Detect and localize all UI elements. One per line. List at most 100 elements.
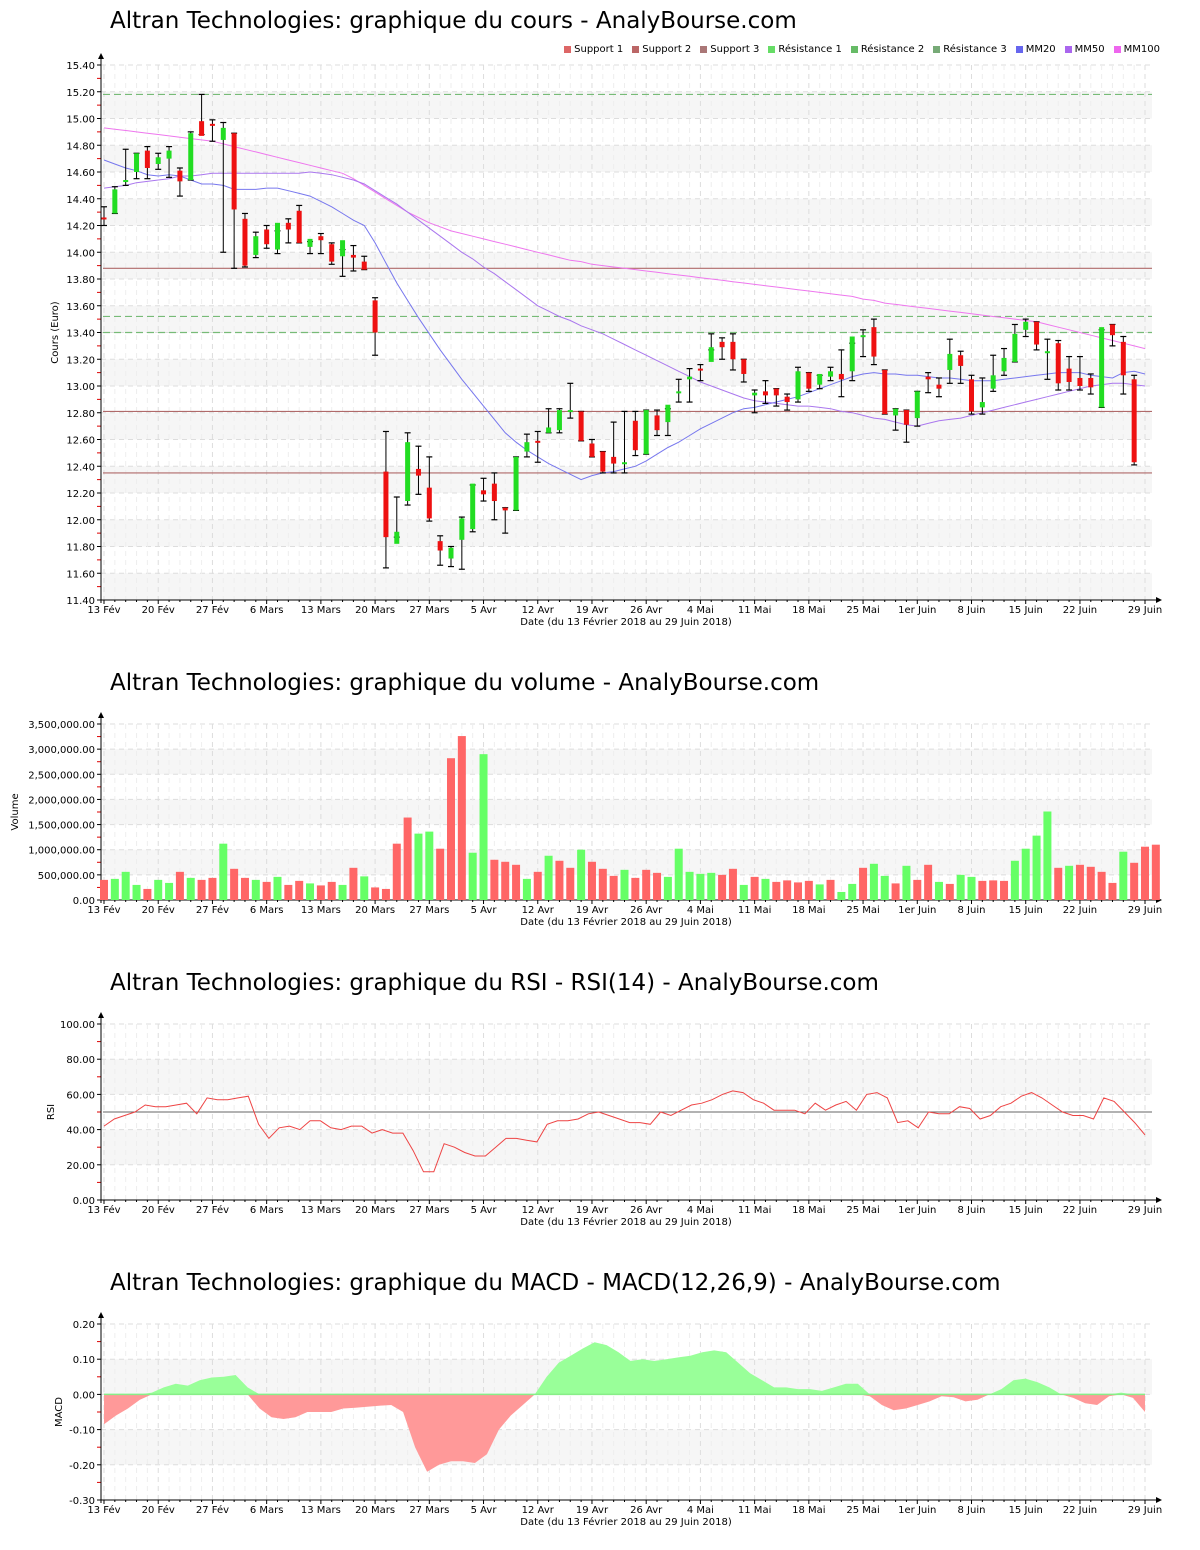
volume-bar — [175, 871, 184, 900]
legend-item: Résistance 2 — [850, 44, 924, 55]
candle — [122, 148, 129, 186]
volume-bar — [1065, 865, 1074, 900]
volume-bar — [859, 867, 868, 900]
candle — [339, 240, 346, 277]
candle — [599, 450, 606, 474]
volume-bar — [1119, 851, 1128, 900]
candle — [914, 390, 921, 427]
volume-bar — [902, 865, 911, 900]
price-ytick: 14.40 — [66, 195, 95, 206]
candle — [946, 338, 953, 384]
candle — [729, 333, 736, 371]
rsi-xtick: 20 Fév — [142, 1204, 175, 1216]
candle — [415, 445, 422, 495]
candle — [523, 433, 530, 458]
macd-xtick: 15 Juin — [1009, 1505, 1043, 1516]
price-ytick: 14.00 — [66, 248, 95, 259]
price-xtick: 1er Juin — [898, 605, 936, 616]
volume-bar — [869, 863, 878, 900]
candle — [990, 354, 997, 392]
candle — [426, 456, 433, 522]
candle — [903, 409, 910, 443]
price-xtick: 27 Fév — [196, 604, 229, 616]
macd-xtick: 13 Fév — [87, 1504, 120, 1516]
volume-bar — [403, 817, 412, 900]
price-ytick: 12.20 — [66, 489, 95, 500]
macd-xtick: 27 Fév — [196, 1504, 229, 1516]
legend-swatch-icon — [700, 46, 708, 53]
volume-bar — [772, 881, 781, 900]
volume-bar — [436, 848, 445, 900]
price-ytick: 13.60 — [66, 302, 95, 313]
volume-bar — [924, 864, 933, 900]
volume-bar — [989, 880, 998, 900]
volume-xtick: 13 Mars — [301, 905, 341, 916]
macd-ytick: 0.00 — [73, 1390, 95, 1401]
candle — [1120, 335, 1127, 395]
volume-bar — [696, 873, 705, 900]
candle — [448, 545, 454, 568]
candle — [664, 404, 671, 437]
volume-bar — [381, 888, 390, 900]
candle — [458, 516, 465, 570]
price-ytick: 15.20 — [66, 88, 95, 99]
legend-label: Support 2 — [642, 44, 692, 55]
price-xtick: 20 Mars — [355, 605, 395, 616]
candle — [621, 410, 628, 474]
volume-bar — [501, 861, 510, 900]
candle — [220, 121, 227, 253]
rsi-xtick: 15 Juin — [1009, 1205, 1043, 1216]
volume-bar — [522, 878, 531, 900]
volume-ytick: 1,000,000.00 — [28, 846, 95, 857]
volume-bar — [1075, 864, 1084, 900]
candle — [838, 349, 845, 398]
macd-xtick: 29 Juin — [1128, 1505, 1162, 1516]
candle — [881, 369, 888, 415]
macd-xtick: 20 Fév — [142, 1504, 175, 1516]
candle — [187, 131, 194, 181]
price-xtick: 6 Mars — [250, 605, 284, 616]
rsi-ytick: 60.00 — [66, 1090, 95, 1101]
candle — [816, 373, 823, 390]
volume-bar — [674, 848, 683, 900]
price-ytick: 12.00 — [66, 516, 95, 527]
price-ytick: 15.00 — [66, 115, 95, 126]
candle — [513, 456, 520, 511]
volume-bar — [1097, 871, 1106, 900]
candle — [241, 212, 248, 268]
volume-xlabel: Date (du 13 Février 2018 au 29 Juin 2018… — [520, 916, 732, 928]
candle — [263, 224, 270, 249]
price-legend: Support 1 Support 2 Support 3 Résistance 1 R… — [564, 44, 1160, 55]
volume-ytick: 3,000,000.00 — [28, 745, 95, 756]
legend-swatch-icon — [768, 46, 776, 53]
macd-xtick: 12 Avr — [522, 1505, 555, 1516]
candle — [101, 206, 107, 227]
price-xtick: 15 Juin — [1009, 605, 1043, 616]
candle — [795, 366, 801, 403]
candle — [469, 483, 476, 533]
price-ytick: 12.60 — [66, 436, 95, 447]
price-ylabel: Cours (Euro) — [50, 301, 61, 364]
volume-bar — [262, 881, 271, 900]
price-xtick: 8 Juin — [958, 605, 986, 616]
rsi-xtick: 20 Mars — [355, 1205, 395, 1216]
volume-xtick: 27 Mars — [409, 905, 449, 916]
candle — [144, 145, 151, 180]
price-xtick: 22 Juin — [1063, 605, 1097, 616]
macd-ytick: 0.20 — [73, 1320, 95, 1331]
volume-bar — [1130, 862, 1139, 900]
volume-bar — [555, 860, 564, 900]
volume-xtick: 22 Juin — [1063, 905, 1097, 916]
candle — [1011, 323, 1018, 363]
legend-item: MM50 — [1064, 44, 1105, 55]
volume-bar — [447, 758, 455, 900]
price-chart-title: Altran Technologies: graphique du cours … — [110, 8, 797, 34]
legend-label: Support 1 — [574, 44, 624, 55]
volume-xtick: 27 Fév — [196, 904, 229, 916]
volume-bar — [956, 874, 965, 900]
rsi-xtick: 11 Mai — [738, 1205, 771, 1216]
candle — [545, 408, 552, 434]
volume-bar — [1043, 811, 1052, 900]
volume-bar — [121, 871, 130, 900]
